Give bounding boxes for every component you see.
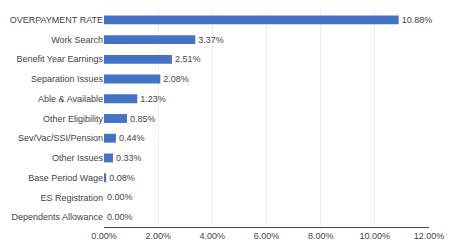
svg-text:Dependents Allowance: Dependents Allowance [11, 212, 103, 222]
svg-text:0.85%: 0.85% [130, 114, 156, 124]
svg-text:3.37%: 3.37% [198, 35, 224, 45]
svg-text:Other Issues: Other Issues [52, 153, 104, 163]
svg-text:OVERPAYMENT RATE: OVERPAYMENT RATE [10, 15, 103, 25]
svg-text:1.23%: 1.23% [140, 94, 166, 104]
svg-text:10.00%: 10.00% [360, 231, 391, 241]
svg-text:2.08%: 2.08% [163, 74, 189, 84]
svg-text:Sev/Vac/SSI/Pension: Sev/Vac/SSI/Pension [18, 133, 103, 143]
svg-text:Separation Issues: Separation Issues [31, 74, 104, 84]
svg-text:Work Search: Work Search [51, 35, 103, 45]
svg-text:0.08%: 0.08% [109, 173, 135, 183]
svg-text:12.00%: 12.00% [414, 231, 445, 241]
svg-text:0.00%: 0.00% [107, 192, 133, 202]
svg-text:ES Registration: ES Registration [40, 193, 103, 203]
svg-text:0.00%: 0.00% [91, 231, 117, 241]
svg-text:Other Eligibility: Other Eligibility [43, 114, 104, 124]
svg-text:2.00%: 2.00% [145, 231, 171, 241]
svg-text:0.44%: 0.44% [119, 133, 145, 143]
svg-text:8.00%: 8.00% [308, 231, 334, 241]
svg-text:Able & Available: Able & Available [38, 94, 103, 104]
svg-text:6.00%: 6.00% [254, 231, 280, 241]
svg-text:10.88%: 10.88% [402, 15, 433, 25]
svg-text:Base Period Wage: Base Period Wage [28, 173, 103, 183]
svg-text:2.51%: 2.51% [175, 54, 201, 64]
svg-text:0.00%: 0.00% [107, 212, 133, 222]
svg-text:4.00%: 4.00% [200, 231, 226, 241]
svg-text:0.33%: 0.33% [116, 153, 142, 163]
svg-text:Benefit Year Earnings: Benefit Year Earnings [16, 54, 103, 64]
